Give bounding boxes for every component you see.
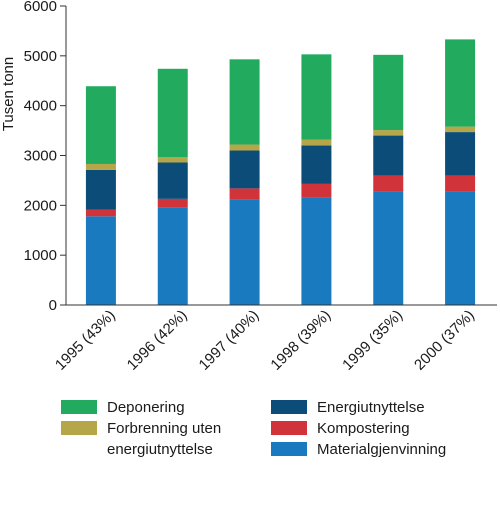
- bar-segment-deponering: [301, 54, 332, 140]
- y-tick-label: 0: [49, 297, 57, 314]
- bar-segment-forbrenning-uten-energiutnyttelse: [373, 130, 404, 136]
- legend-label-forbrenning-uten-energiutnyttelse: energiutnyttelse: [107, 441, 213, 458]
- x-tick-label: 1995 (43%): [52, 307, 119, 374]
- bar-segment-energiutnyttelse: [229, 150, 260, 189]
- bar-segment-energiutnyttelse: [445, 132, 476, 176]
- bar-segment-materialgjenvinning: [301, 197, 332, 305]
- x-tick-label: 1999 (35%): [339, 307, 406, 374]
- y-axis-label: Tusen tonn: [0, 57, 17, 132]
- bar-segment-materialgjenvinning: [445, 191, 476, 305]
- bar-segment-kompostering: [373, 175, 404, 192]
- bar-segment-kompostering: [85, 209, 116, 217]
- bar-segment-materialgjenvinning: [157, 207, 188, 305]
- bar-segment-energiutnyttelse: [157, 162, 188, 199]
- x-tick-label: 1998 (39%): [267, 307, 334, 374]
- legend-swatch-deponering: [61, 400, 97, 414]
- bar-segment-kompostering: [157, 198, 188, 208]
- x-tick-label: 2000 (37%): [411, 307, 478, 374]
- bar-segment-deponering: [373, 54, 404, 131]
- bar-segment-deponering: [229, 59, 260, 145]
- y-tick-label: 2000: [24, 197, 57, 214]
- bar-segment-forbrenning-uten-energiutnyttelse: [229, 144, 260, 151]
- bar-segment-materialgjenvinning: [229, 199, 260, 305]
- bar-segment-deponering: [157, 68, 188, 157]
- y-axis-label-group: Tusen tonn: [0, 57, 17, 132]
- x-tick-label: 1997 (40%): [196, 307, 263, 374]
- bar-segment-energiutnyttelse: [85, 169, 116, 210]
- x-tick-label: 1996 (42%): [124, 307, 191, 374]
- legend-label-energiutnyttelse: Energiutnyttelse: [317, 399, 425, 416]
- y-tick-label: 6000: [24, 0, 57, 15]
- legend-label-forbrenning-uten-energiutnyttelse: Forbrenning uten: [107, 420, 221, 437]
- bar-segment-materialgjenvinning: [373, 191, 404, 305]
- y-axis-ticks: 0 1000 2000 3000 4000 5000 6000: [24, 0, 66, 314]
- legend-label-kompostering: Kompostering: [317, 420, 410, 437]
- legend-swatch-forbrenning-uten-energiutnyttelse: [61, 421, 97, 435]
- bar-segment-energiutnyttelse: [373, 135, 404, 176]
- x-axis-ticks: 1995 (43%) 1996 (42%) 1997 (40%) 1998 (39%)…: [52, 307, 478, 374]
- legend-swatch-energiutnyttelse: [271, 400, 307, 414]
- legend-label-deponering: Deponering: [107, 399, 185, 416]
- legend: Deponering Forbrenning uten energiutnyttel…: [61, 399, 446, 458]
- bar-segment-forbrenning-uten-energiutnyttelse: [301, 139, 332, 146]
- legend-swatch-kompostering: [271, 421, 307, 435]
- y-tick-label: 1000: [24, 247, 57, 264]
- legend-label-materialgjenvinning: Materialgjenvinning: [317, 441, 446, 458]
- bars: [85, 39, 476, 305]
- bar-segment-kompostering: [229, 188, 260, 200]
- bar-segment-energiutnyttelse: [301, 145, 332, 184]
- bar-segment-forbrenning-uten-energiutnyttelse: [445, 126, 476, 133]
- bar-segment-forbrenning-uten-energiutnyttelse: [157, 156, 188, 163]
- bar-segment-deponering: [445, 39, 476, 127]
- y-tick-label: 3000: [24, 148, 57, 165]
- bar-segment-kompostering: [301, 183, 332, 198]
- bar-segment-materialgjenvinning: [85, 216, 116, 305]
- y-tick-label: 5000: [24, 48, 57, 65]
- bar-segment-kompostering: [445, 175, 476, 192]
- bar-segment-forbrenning-uten-energiutnyttelse: [85, 163, 116, 170]
- y-tick-label: 4000: [24, 98, 57, 115]
- bar-segment-deponering: [85, 86, 116, 164]
- axes: [65, 6, 497, 306]
- legend-swatch-materialgjenvinning: [271, 442, 307, 456]
